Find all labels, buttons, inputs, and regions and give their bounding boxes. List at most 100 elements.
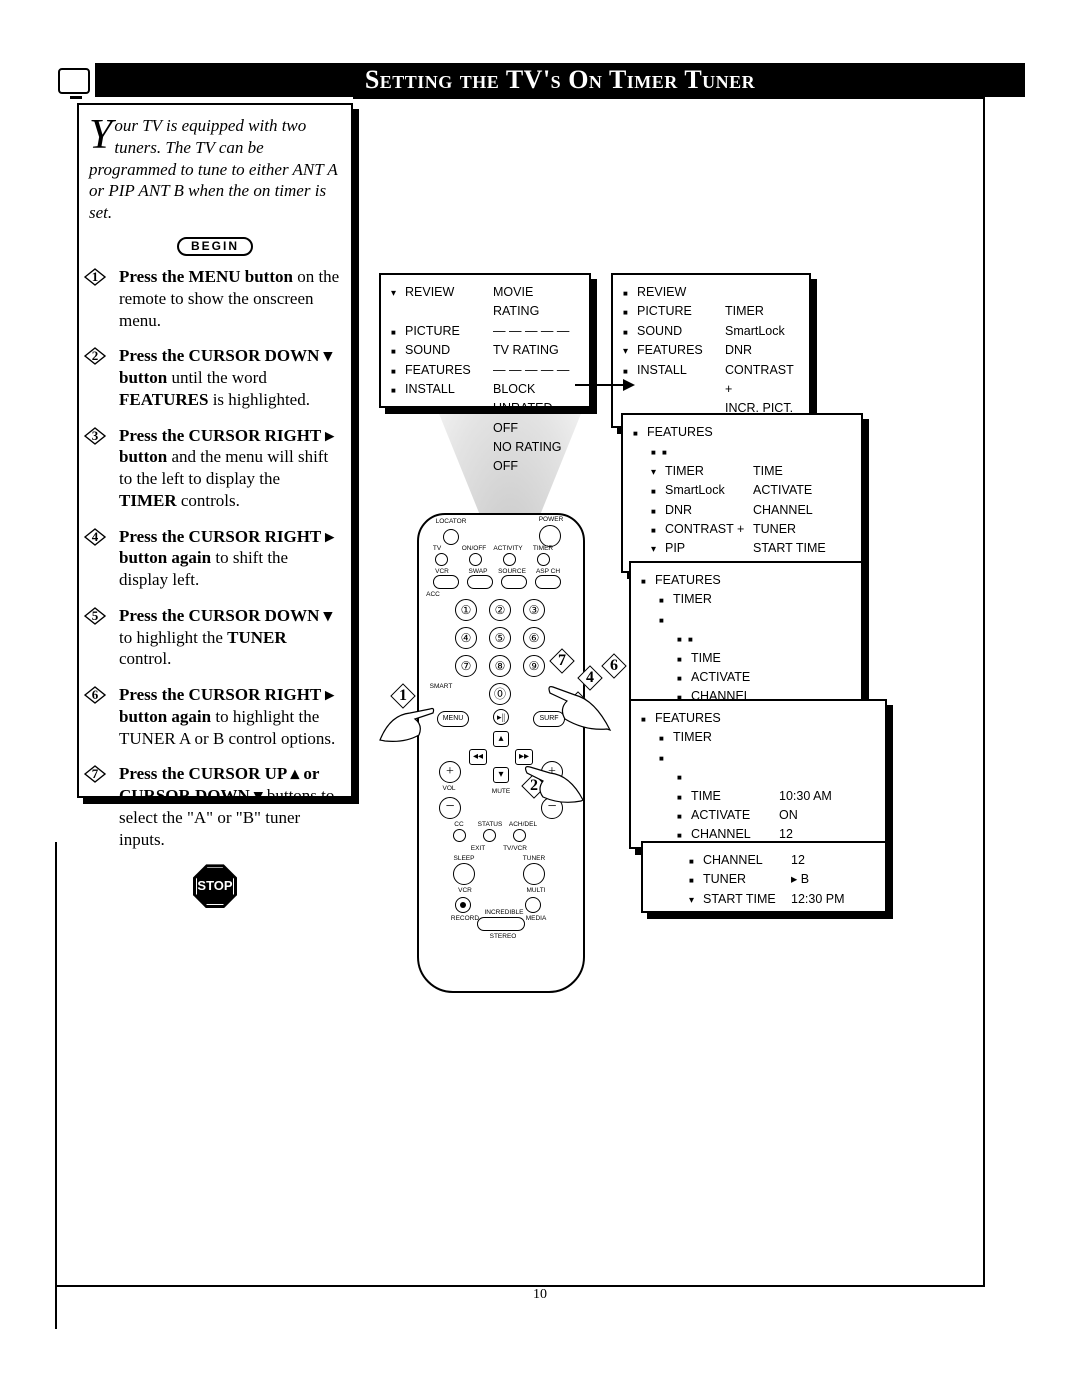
- vol-up[interactable]: +: [439, 761, 461, 783]
- sleep-button[interactable]: [453, 863, 475, 885]
- lbl-achdel: ACH/DEL: [505, 821, 541, 828]
- step-5: 5 Press the CURSOR DOWN ▾ to highlight t…: [89, 605, 341, 670]
- svg-text:4: 4: [92, 529, 99, 544]
- aspch-button[interactable]: [535, 575, 561, 589]
- num-2[interactable]: ②: [489, 599, 511, 621]
- osd2-r1: TIMER: [725, 302, 799, 321]
- osd5-r01: 10:30 AM: [779, 787, 875, 806]
- cursor-down[interactable]: ▾: [493, 767, 509, 783]
- incredible-button[interactable]: [477, 917, 525, 931]
- step5-bold2: TUNER: [227, 628, 287, 647]
- osd3-l4: PIP: [665, 539, 753, 558]
- cc-button[interactable]: [453, 829, 466, 842]
- osd2-l4: INSTALL: [637, 361, 725, 400]
- osd2-r2: SmartLock: [725, 322, 799, 341]
- lbl-status: STATUS: [473, 821, 507, 828]
- osd3-l0: TIMER: [665, 462, 753, 481]
- arrow-1-2: [575, 375, 635, 395]
- step-7: 7 Press the CURSOR UP ▴ or CURSOR DOWN ▾…: [89, 763, 341, 850]
- tv-button[interactable]: [435, 553, 448, 566]
- step2-rest2: is highlighted.: [208, 390, 310, 409]
- num-4[interactable]: ④: [455, 627, 477, 649]
- osd4-i0: TIME: [691, 649, 721, 668]
- osd1-l1: PICTURE: [405, 322, 493, 341]
- step-num-4: 4: [81, 527, 109, 547]
- osd6-r10: TUNER: [703, 870, 791, 889]
- timer-button[interactable]: [537, 553, 550, 566]
- osd2-r4: CONTRAST +: [725, 361, 799, 400]
- lbl-vcr2: VCR: [451, 887, 479, 894]
- step-num-2: 2: [81, 346, 109, 366]
- lbl-smart: SMART: [427, 683, 455, 690]
- hand-right-down: [515, 755, 585, 805]
- onoff-button[interactable]: [469, 553, 482, 566]
- tuner-button[interactable]: [523, 863, 545, 885]
- instructions-panel: Your TV is equipped with two tuners. The…: [77, 103, 353, 798]
- num-3[interactable]: ③: [523, 599, 545, 621]
- rec-button[interactable]: [455, 897, 471, 913]
- osd3-r2: CHANNEL: [753, 501, 851, 520]
- status-button[interactable]: [483, 829, 496, 842]
- tv-icon: [58, 68, 90, 94]
- media-button[interactable]: [525, 897, 541, 913]
- num-1[interactable]: ①: [455, 599, 477, 621]
- play-button[interactable]: ▸||: [493, 709, 509, 725]
- power-label: POWER: [531, 516, 571, 523]
- osd2-r0: [725, 283, 799, 302]
- step-num-3: 3: [81, 426, 109, 446]
- lbl-vol: VOL: [435, 785, 463, 792]
- num-5[interactable]: ⑤: [489, 627, 511, 649]
- step-num-5: 5: [81, 606, 109, 626]
- osd3-r4: START TIME: [753, 539, 851, 558]
- lbl-tv: TV: [427, 545, 447, 552]
- osd2-l2: SOUND: [637, 322, 725, 341]
- achdel-button[interactable]: [513, 829, 526, 842]
- osd1-r3: — — — — —: [493, 361, 579, 380]
- osd4-i1: ACTIVATE: [691, 668, 750, 687]
- lbl-source: SOURCE: [495, 568, 529, 575]
- remote-diagram: LOCATOR POWER TV ON/OFF ACTIVITY TIMER V…: [417, 513, 585, 993]
- osd3-r1: ACTIVATE: [753, 481, 851, 500]
- step2-rest: until the word: [167, 368, 267, 387]
- num-0[interactable]: ⓪: [489, 683, 511, 705]
- vol-down[interactable]: −: [439, 797, 461, 819]
- swap-button[interactable]: [467, 575, 493, 589]
- svg-text:1: 1: [92, 269, 99, 284]
- power-button[interactable]: [539, 525, 561, 547]
- step3-rest2: controls.: [177, 491, 240, 510]
- vcr-button[interactable]: [433, 575, 459, 589]
- lbl-tuner: TUNER: [517, 855, 551, 862]
- lbl-sleep: SLEEP: [447, 855, 481, 862]
- osd1-r4: BLOCK UNRATED OFF: [493, 380, 579, 438]
- step5-rest: to highlight the: [119, 628, 227, 647]
- cursor-up[interactable]: ▴: [493, 731, 509, 747]
- osd6-r20: START TIME: [703, 890, 791, 909]
- begin-row: BEGIN: [89, 234, 341, 256]
- osd3-r0: TIME: [753, 462, 851, 481]
- osd1-l4: INSTALL: [405, 380, 493, 438]
- source-button[interactable]: [501, 575, 527, 589]
- lbl-stereo: STEREO: [483, 933, 523, 940]
- step-6: 6 Press the CURSOR RIGHT ▸ button again …: [89, 684, 341, 749]
- stop-badge: STOP: [193, 864, 237, 908]
- osd6-r01: 12: [791, 851, 875, 870]
- svg-text:7: 7: [92, 766, 99, 781]
- osd3-r3: TUNER: [753, 520, 851, 539]
- cursor-left[interactable]: ◂◂: [469, 749, 487, 765]
- osd1-r2: TV RATING: [493, 341, 579, 360]
- osd1-r0: MOVIE RATING: [493, 283, 579, 322]
- locator-button[interactable]: [443, 529, 459, 545]
- step-1: 1 Press the MENU button on the remote to…: [89, 266, 341, 331]
- num-6[interactable]: ⑥: [523, 627, 545, 649]
- num-8[interactable]: ⑧: [489, 655, 511, 677]
- lbl-mute: MUTE: [487, 788, 515, 795]
- stop-row: STOP: [89, 864, 341, 908]
- activity-button[interactable]: [503, 553, 516, 566]
- osd-menu-2: REVIEW PICTURETIMER SOUNDSmartLock FEATU…: [611, 273, 811, 428]
- num-9[interactable]: ⑨: [523, 655, 545, 677]
- osd1-r1: — — — — —: [493, 322, 579, 341]
- num-7[interactable]: ⑦: [455, 655, 477, 677]
- hand-left: [375, 695, 445, 745]
- osd-menu-3: FEATURES TIMERTIME SmartLockACTIVATE DNR…: [621, 413, 863, 573]
- osd6-r00: CHANNEL: [703, 851, 791, 870]
